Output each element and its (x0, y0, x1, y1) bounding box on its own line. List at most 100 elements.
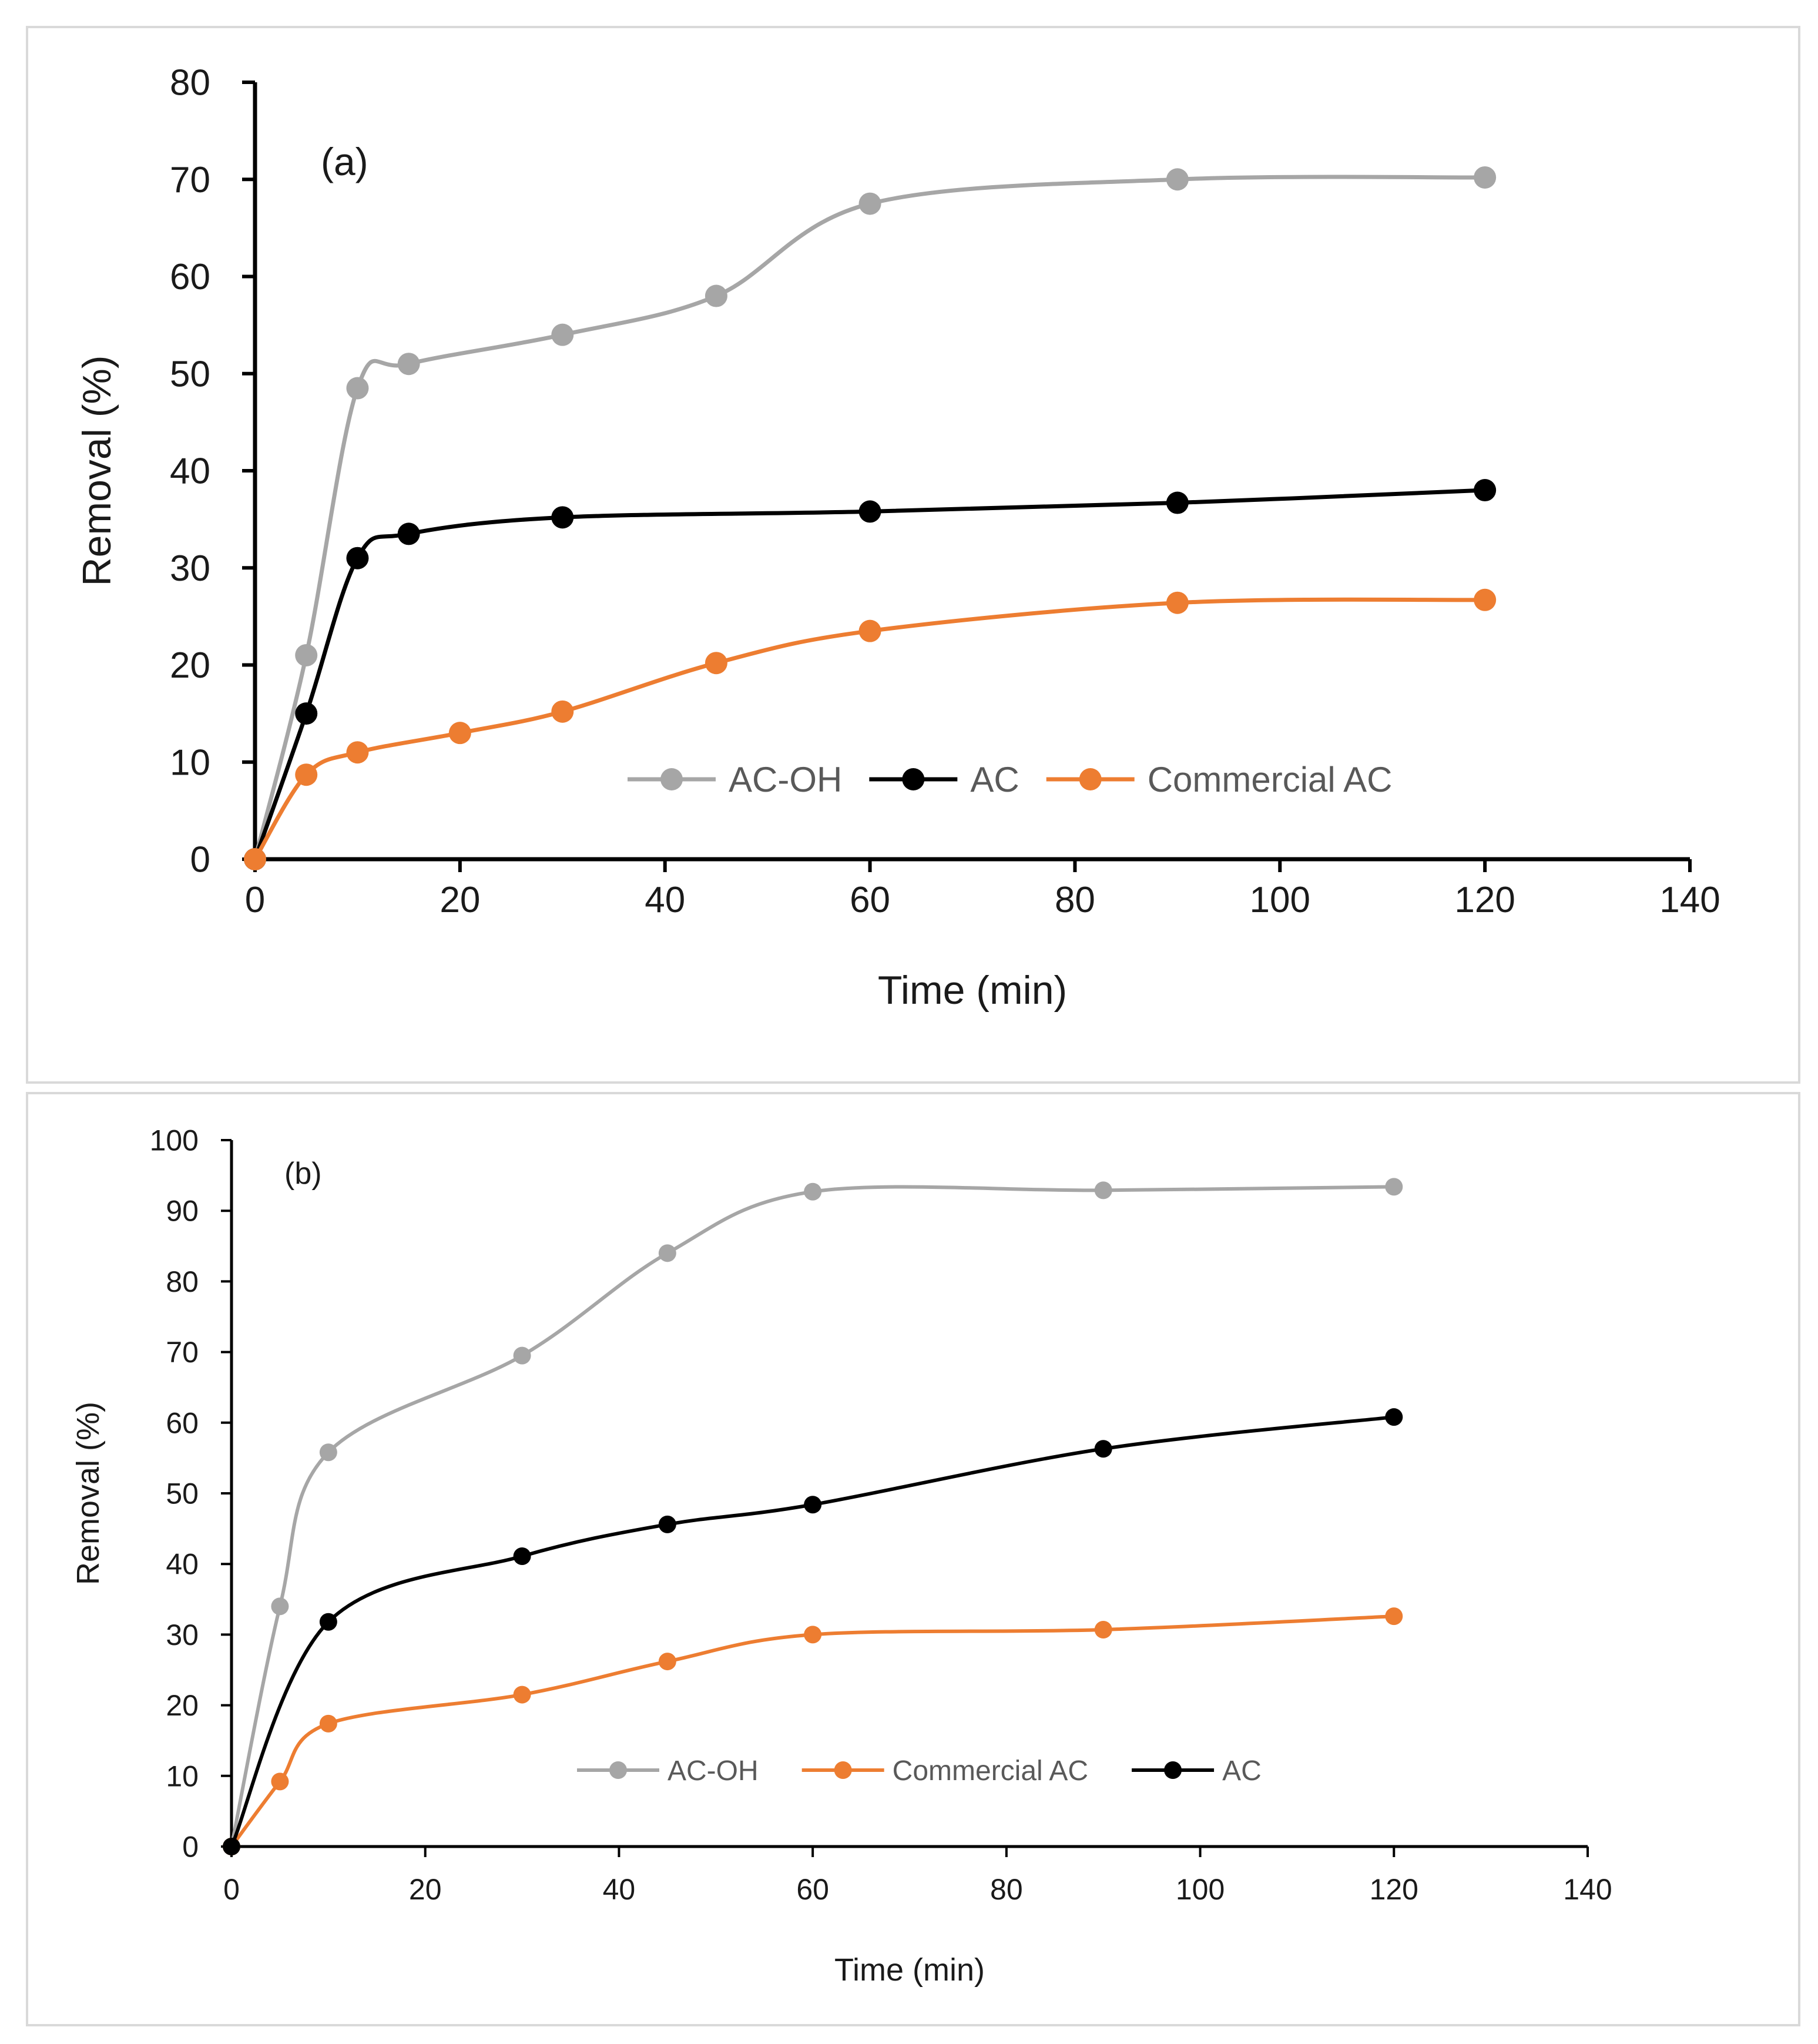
x-axis-title: Time (min) (834, 1952, 985, 1988)
data-point (1166, 168, 1189, 191)
x-tick-label: 140 (1563, 1873, 1612, 1906)
data-point (705, 284, 727, 307)
data-point (397, 522, 420, 545)
data-point (551, 323, 574, 346)
y-tick-label: 40 (170, 451, 210, 492)
data-point (1474, 479, 1497, 502)
data-point (858, 619, 881, 642)
axes: 0 10 20 30 40 50 60 70 80 90 100 0 20 40 60 80 100 120 140 (150, 1124, 1612, 1906)
data-point (346, 547, 369, 569)
legend-item: AC-OH (577, 1755, 759, 1787)
legend-swatch-marker (1079, 768, 1102, 790)
x-tick-label: 80 (990, 1873, 1023, 1906)
y-tick-label: 60 (166, 1406, 199, 1439)
legend-item: AC (869, 760, 1019, 799)
data-point (271, 1772, 289, 1791)
x-tick-label: 120 (1454, 880, 1515, 920)
legend-swatch-marker (1164, 1761, 1182, 1779)
y-tick-label: 50 (170, 354, 210, 394)
legend-swatch-marker (609, 1761, 627, 1779)
y-tick-label: 20 (166, 1689, 199, 1722)
legend-label: Commercial AC (893, 1755, 1088, 1787)
legend: AC-OH AC Commercial AC (628, 760, 1392, 799)
y-tick-label: 60 (170, 257, 210, 297)
legend: AC-OH Commercial AC AC (577, 1755, 1262, 1787)
series-line (253, 175, 1485, 860)
data-point (223, 1838, 240, 1855)
legend-swatch-marker (902, 768, 925, 790)
data-point (804, 1626, 822, 1644)
data-point (1385, 1408, 1403, 1426)
series-line (230, 1614, 1394, 1848)
x-tick-label: 140 (1659, 880, 1720, 920)
data-point (513, 1686, 531, 1704)
x-tick-label: 20 (440, 880, 480, 920)
data-point (1094, 1181, 1112, 1199)
data-point (658, 1515, 676, 1533)
series-commercial-ac (244, 588, 1497, 870)
chart-a: 0 10 20 30 40 50 60 70 80 0 20 40 60 80 100 120 140 Time … (75, 63, 1720, 1013)
data-point (271, 1597, 289, 1616)
legend-label: AC (1222, 1755, 1262, 1787)
data-point (705, 652, 727, 675)
data-point (1474, 166, 1497, 189)
data-point (1474, 588, 1497, 611)
x-tick-label: 40 (603, 1873, 636, 1906)
y-tick-label: 100 (150, 1124, 199, 1157)
series-ac-oh (223, 1178, 1403, 1855)
legend-item: AC (1132, 1755, 1262, 1787)
y-tick-label: 70 (166, 1336, 199, 1369)
data-point (513, 1547, 531, 1565)
y-tick-label: 30 (166, 1619, 199, 1651)
legend-item: Commercial AC (801, 1755, 1088, 1787)
x-tick-label: 80 (1055, 880, 1095, 920)
data-point (295, 763, 318, 786)
data-point (1385, 1178, 1403, 1196)
x-tick-label: 100 (1250, 880, 1310, 920)
y-tick-label: 20 (170, 645, 210, 686)
data-point (1166, 591, 1189, 614)
x-axis-title: Time (min) (878, 968, 1067, 1013)
legend-item: AC-OH (628, 760, 842, 799)
axes: 0 10 20 30 40 50 60 70 80 0 20 40 60 80 100 120 140 (170, 63, 1720, 920)
legend-item: Commercial AC (1046, 760, 1393, 799)
data-point (319, 1613, 337, 1631)
data-point (658, 1244, 676, 1262)
data-point (658, 1653, 676, 1671)
data-point (1094, 1440, 1112, 1458)
x-tick-label: 40 (645, 880, 685, 920)
data-point (346, 741, 369, 764)
data-point (1166, 491, 1189, 514)
chart-panel-a: 0 10 20 30 40 50 60 70 80 0 20 40 60 80 100 120 140 Time … (26, 26, 1800, 1084)
y-tick-label: 80 (166, 1265, 199, 1298)
x-tick-label: 60 (850, 880, 890, 920)
chart-panel-b: 0 10 20 30 40 50 60 70 80 90 100 0 20 40 60 80 100 120 140… (26, 1092, 1800, 2026)
legend-label: Commercial AC (1148, 760, 1393, 799)
data-point (319, 1443, 337, 1462)
panel-label: (a) (321, 140, 368, 183)
data-point (858, 500, 881, 523)
x-tick-label: 0 (245, 880, 265, 920)
y-tick-label: 30 (170, 548, 210, 589)
data-point (551, 506, 574, 529)
y-axis-title: Removal (%) (75, 356, 119, 587)
y-tick-label: 10 (170, 742, 210, 783)
y-tick-label: 50 (166, 1477, 199, 1510)
data-point (346, 377, 369, 400)
legend-label: AC-OH (729, 760, 842, 799)
data-point (804, 1182, 822, 1201)
data-point (1385, 1607, 1403, 1626)
panel-label: (b) (284, 1157, 322, 1191)
data-point (804, 1496, 822, 1514)
series-commercial-ac (223, 1607, 1403, 1855)
data-point (513, 1346, 531, 1365)
x-tick-label: 100 (1176, 1873, 1225, 1906)
y-axis-title: Removal (%) (71, 1402, 106, 1585)
y-tick-label: 10 (166, 1760, 199, 1792)
y-tick-label: 70 (170, 160, 210, 200)
data-point (397, 353, 420, 376)
x-tick-label: 120 (1370, 1873, 1418, 1906)
y-tick-label: 40 (166, 1548, 199, 1581)
data-point (448, 722, 471, 745)
y-tick-label: 80 (170, 63, 210, 103)
